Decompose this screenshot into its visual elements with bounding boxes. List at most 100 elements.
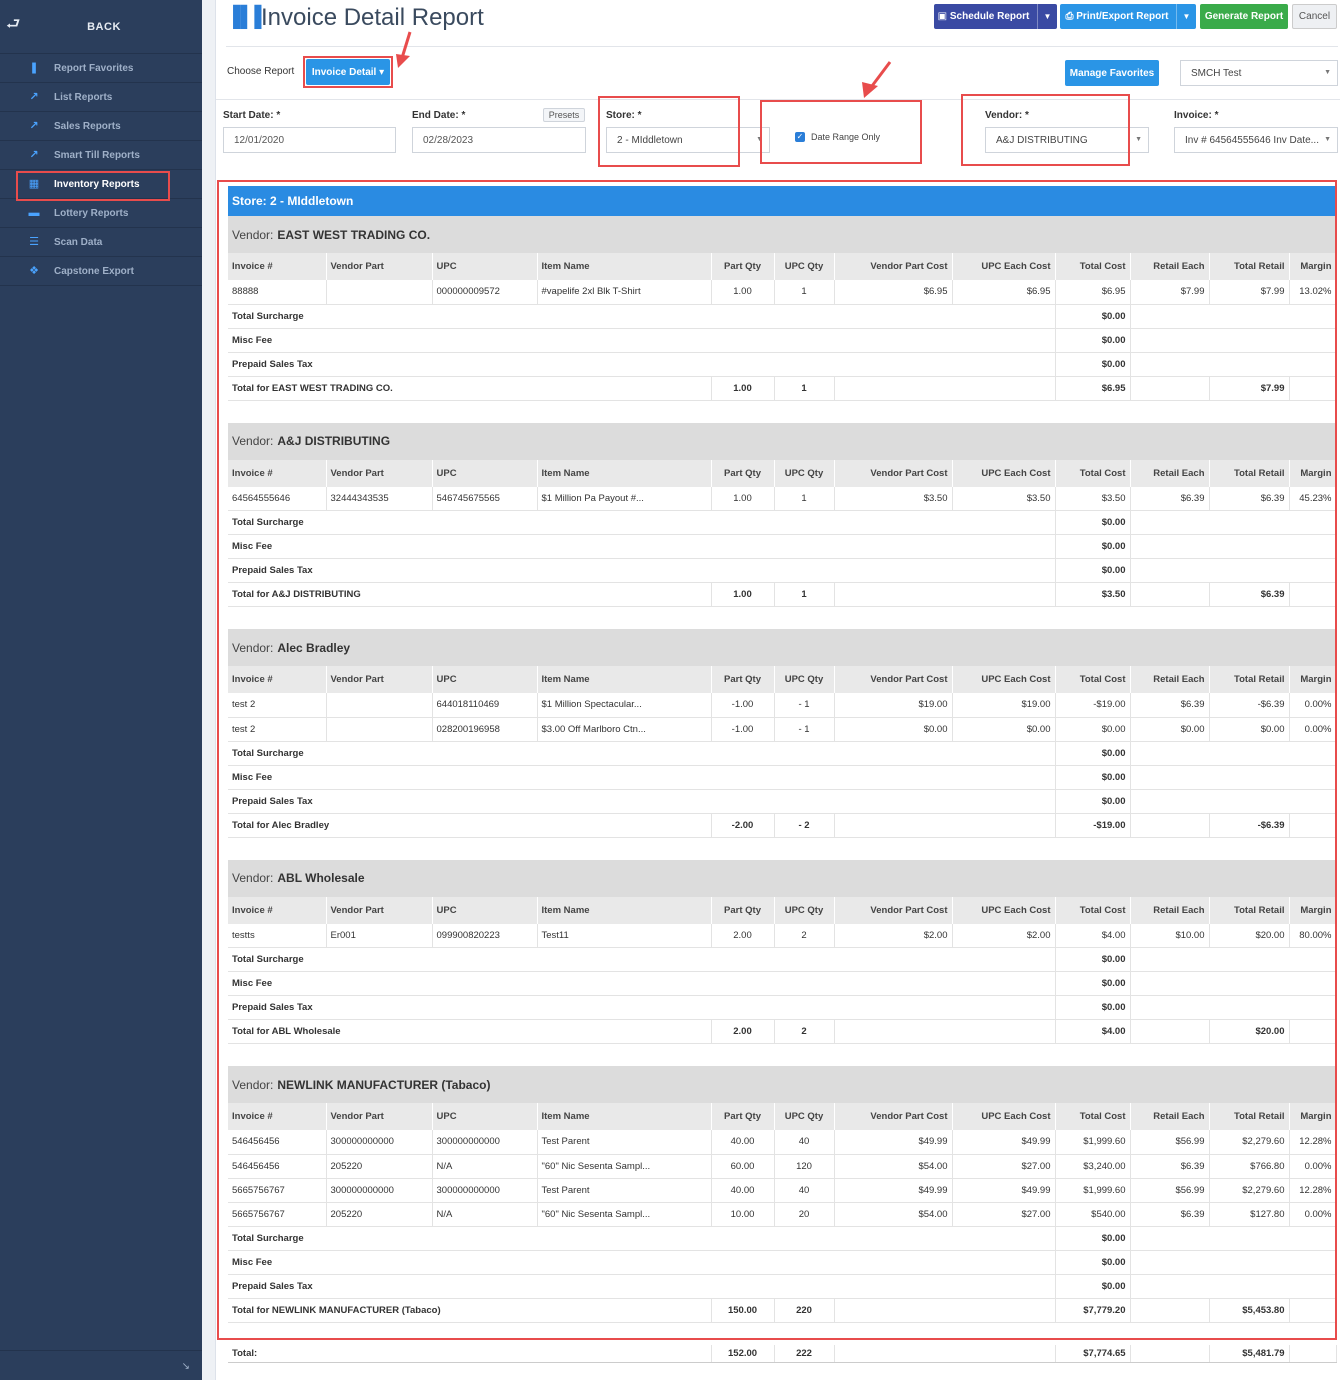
column-header[interactable]: Vendor Part Cost [834, 896, 953, 924]
table-cell: 300000000000 [432, 1178, 538, 1203]
sidebar-item-lottery-reports[interactable]: ▬ Lottery Reports [0, 199, 202, 228]
column-header[interactable]: Invoice # [228, 459, 327, 487]
favorite-value: SMCH Test [1191, 67, 1242, 79]
cancel-button[interactable]: Cancel [1292, 4, 1337, 29]
generate-report-button[interactable]: Generate Report [1200, 4, 1288, 29]
column-header[interactable]: Total Cost [1055, 666, 1131, 693]
column-header[interactable]: Margin [1289, 1103, 1337, 1130]
column-header[interactable]: Item Name [537, 666, 712, 693]
column-header[interactable]: Margin [1289, 253, 1337, 280]
sidebar-item-scan-data[interactable]: ☰ Scan Data [0, 228, 202, 257]
column-header[interactable]: UPC [432, 459, 538, 487]
table-cell [1130, 582, 1210, 607]
column-header[interactable]: Vendor Part [326, 1103, 433, 1130]
table-cell: 546745675565 [432, 486, 538, 511]
column-header[interactable]: Invoice # [228, 896, 327, 924]
vendor-select[interactable]: A&J DISTRIBUTING ▼ [985, 127, 1149, 153]
column-header[interactable]: Part Qty [711, 1103, 775, 1130]
column-header[interactable]: Part Qty [711, 459, 775, 487]
column-header[interactable]: Total Retail [1209, 253, 1290, 280]
end-date-input[interactable]: 02/28/2023 [412, 127, 586, 153]
column-header[interactable]: Item Name [537, 253, 712, 280]
column-header[interactable]: UPC Qty [774, 459, 835, 487]
column-header[interactable]: UPC Qty [774, 896, 835, 924]
table-cell: 120 [774, 1154, 835, 1179]
column-header[interactable]: Invoice # [228, 1103, 327, 1130]
column-header[interactable]: Total Cost [1055, 1103, 1131, 1130]
column-header[interactable]: Retail Each [1130, 896, 1210, 924]
start-date-input[interactable]: 12/01/2020 [223, 127, 396, 153]
choose-report-dropdown[interactable]: Invoice Detail ▾ [306, 59, 390, 85]
chevron-down-icon[interactable]: ▼ [1037, 4, 1057, 29]
column-header[interactable]: Vendor Part [326, 253, 433, 280]
column-header[interactable]: Total Retail [1209, 896, 1290, 924]
print-export-button[interactable]: ⎙ Print/Export Report ▼ [1060, 4, 1196, 29]
column-header[interactable]: Invoice # [228, 666, 327, 693]
column-header[interactable]: Part Qty [711, 253, 775, 280]
column-header[interactable]: UPC Qty [774, 666, 835, 693]
schedule-report-button[interactable]: ▣ Schedule Report ▼ [934, 4, 1057, 29]
column-header[interactable]: Margin [1289, 666, 1337, 693]
sidebar-item-list-reports[interactable]: ↗ List Reports [0, 83, 202, 112]
column-header[interactable]: Invoice # [228, 253, 327, 280]
column-header[interactable]: Part Qty [711, 666, 775, 693]
column-header[interactable]: Total Retail [1209, 1103, 1290, 1130]
column-header[interactable]: UPC Qty [774, 1103, 835, 1130]
column-header[interactable]: Total Cost [1055, 896, 1131, 924]
column-header[interactable]: UPC [432, 253, 538, 280]
column-header[interactable]: Vendor Part [326, 459, 433, 487]
store-select[interactable]: 2 - MIddletown ▼ [606, 127, 770, 153]
column-header[interactable]: Total Cost [1055, 459, 1131, 487]
back-button[interactable]: ⮐ BACK [0, 0, 202, 54]
column-header[interactable]: UPC [432, 1103, 538, 1130]
sidebar-item-capstone-export[interactable]: ❖ Capstone Export [0, 257, 202, 286]
column-header[interactable]: UPC Each Cost [952, 896, 1056, 924]
invoice-select[interactable]: Inv # 64564555646 Inv Date... ▼ [1174, 127, 1338, 153]
column-header[interactable]: Total Retail [1209, 666, 1290, 693]
vendor-prefix: Vendor: [232, 434, 274, 448]
column-header[interactable]: UPC Qty [774, 253, 835, 280]
sidebar-item-smart-till-reports[interactable]: ↗ Smart Till Reports [0, 141, 202, 170]
column-header[interactable]: UPC [432, 896, 538, 924]
column-header[interactable]: UPC [432, 666, 538, 693]
date-range-only-checkbox[interactable]: ✓ Date Range Only [795, 132, 880, 142]
column-header[interactable]: Retail Each [1130, 459, 1210, 487]
column-header[interactable]: Item Name [537, 896, 712, 924]
column-header[interactable]: Part Qty [711, 896, 775, 924]
table-cell: $6.39 [1209, 486, 1290, 511]
column-header[interactable]: Retail Each [1130, 253, 1210, 280]
column-header[interactable]: Vendor Part [326, 666, 433, 693]
table-cell: $0.00 [1130, 717, 1210, 742]
presets-button[interactable]: Presets [543, 108, 585, 122]
subtotal-row: Prepaid Sales Tax $0.00 [228, 352, 1336, 377]
column-header[interactable]: Margin [1289, 459, 1337, 487]
table-cell [834, 582, 1056, 607]
column-header[interactable]: Vendor Part Cost [834, 459, 953, 487]
chevron-down-icon[interactable]: ▼ [1176, 4, 1196, 29]
column-header[interactable]: UPC Each Cost [952, 253, 1056, 280]
column-header[interactable]: UPC Each Cost [952, 666, 1056, 693]
resize-icon[interactable]: ↘ [181, 1361, 190, 1372]
column-header[interactable]: Item Name [537, 1103, 712, 1130]
column-header[interactable]: Margin [1289, 896, 1337, 924]
column-header[interactable]: UPC Each Cost [952, 1103, 1056, 1130]
sidebar-item-inventory-reports[interactable]: ▦ Inventory Reports [0, 170, 202, 199]
column-header[interactable]: Retail Each [1130, 666, 1210, 693]
subtotal-row: Prepaid Sales Tax $0.00 [228, 1274, 1336, 1299]
sidebar-item-sales-reports[interactable]: ↗ Sales Reports [0, 112, 202, 141]
column-header[interactable]: Total Retail [1209, 459, 1290, 487]
column-header[interactable]: Vendor Part Cost [834, 666, 953, 693]
invoice-table: Invoice # Vendor Part UPC Item Name Part Qty… [228, 253, 1337, 401]
column-header[interactable]: Item Name [537, 459, 712, 487]
column-header[interactable]: Retail Each [1130, 1103, 1210, 1130]
table-cell: $20.00 [1209, 923, 1290, 948]
manage-favorites-button[interactable]: Manage Favorites [1065, 60, 1159, 86]
column-header[interactable]: UPC Each Cost [952, 459, 1056, 487]
column-header[interactable]: Vendor Part [326, 896, 433, 924]
favorite-select[interactable]: SMCH Test ▼ [1180, 60, 1338, 86]
sidebar-item-report-favorites[interactable]: ❚ Report Favorites [0, 54, 202, 83]
column-header[interactable]: Vendor Part Cost [834, 253, 953, 280]
column-header[interactable]: Vendor Part Cost [834, 1103, 953, 1130]
column-header[interactable]: Total Cost [1055, 253, 1131, 280]
invoice-label: Invoice: * [1174, 110, 1219, 121]
